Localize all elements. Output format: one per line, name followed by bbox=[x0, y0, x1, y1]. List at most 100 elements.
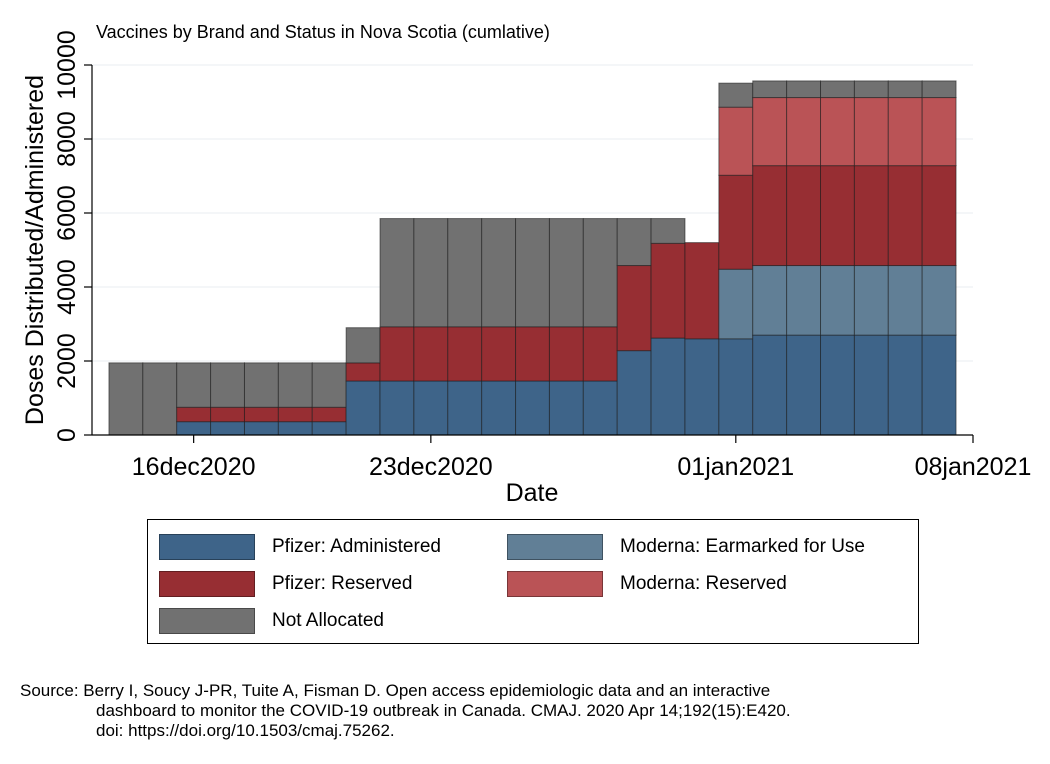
bar-segment bbox=[379, 326, 415, 382]
source-note-line: doi: https://doi.org/10.1503/cmaj.75262. bbox=[96, 721, 395, 740]
bar-segment bbox=[481, 380, 517, 436]
bars bbox=[108, 80, 957, 436]
legend-swatch bbox=[159, 534, 255, 560]
bar-segment bbox=[142, 362, 178, 436]
x-tick-label: 08jan2021 bbox=[915, 453, 1032, 481]
bar-segment bbox=[752, 165, 788, 267]
x-axis-title: Date bbox=[506, 479, 559, 507]
bar-segment bbox=[786, 165, 822, 267]
bar-segment bbox=[176, 406, 212, 423]
bar-segment bbox=[921, 265, 957, 336]
bar-segment bbox=[379, 380, 415, 436]
bar-segment bbox=[345, 380, 381, 436]
legend: Pfizer: Administered Moderna: Earmarked … bbox=[147, 519, 919, 644]
bar-segment bbox=[243, 421, 279, 436]
bar-segment bbox=[582, 326, 618, 382]
bar-segment bbox=[820, 265, 855, 336]
legend-swatch bbox=[507, 534, 603, 560]
source-note-line: Source: Berry I, Soucy J-PR, Tuite A, Fi… bbox=[20, 681, 771, 700]
bar-segment bbox=[243, 406, 279, 423]
bar-segment bbox=[345, 327, 381, 364]
bar-segment bbox=[921, 80, 957, 99]
bar-segment bbox=[718, 338, 754, 436]
legend-label: Moderna: Reserved bbox=[620, 573, 787, 594]
bar-segment bbox=[921, 334, 957, 436]
bar-segment bbox=[786, 334, 822, 436]
legend-swatch bbox=[159, 571, 255, 597]
bar-segment bbox=[582, 218, 618, 328]
bar-segment bbox=[718, 106, 754, 176]
bar-segment bbox=[820, 80, 855, 99]
legend-label: Not Allocated bbox=[272, 610, 384, 631]
bar-segment bbox=[752, 334, 788, 436]
bar-segment bbox=[447, 326, 483, 382]
bar-segment bbox=[277, 406, 313, 423]
bar-segment bbox=[413, 380, 449, 436]
y-axis-title: Doses Distributed/Administered bbox=[21, 75, 49, 425]
bar-segment bbox=[210, 406, 245, 423]
bar-segment bbox=[311, 406, 347, 423]
bar-segment bbox=[718, 174, 754, 270]
bar-segment bbox=[447, 380, 483, 436]
bar-segment bbox=[786, 265, 822, 336]
bar-segment bbox=[887, 334, 923, 436]
legend-item-not-allocated: Not Allocated bbox=[159, 607, 384, 635]
legend-item-moderna-earmarked: Moderna: Earmarked for Use bbox=[507, 533, 865, 561]
bar-segment bbox=[481, 326, 517, 382]
bar-segment bbox=[887, 265, 923, 336]
bar-segment bbox=[108, 362, 144, 436]
legend-swatch bbox=[507, 571, 603, 597]
x-tick-label: 16dec2020 bbox=[132, 453, 256, 481]
source-note-line: dashboard to monitor the COVID-19 outbre… bbox=[96, 701, 791, 720]
bar-segment bbox=[718, 268, 754, 340]
bar-segment bbox=[616, 265, 652, 352]
chart-title: Vaccines by Brand and Status in Nova Sco… bbox=[96, 22, 550, 42]
bar-segment bbox=[684, 242, 720, 340]
legend-swatch bbox=[159, 608, 255, 634]
bar-segment bbox=[752, 80, 788, 99]
y-tick-label: 8000 bbox=[53, 111, 81, 167]
bar-segment bbox=[650, 218, 686, 244]
bar-segment bbox=[650, 242, 686, 339]
bar-segment bbox=[921, 165, 957, 267]
bar-segment bbox=[786, 97, 822, 167]
y-tick-label: 10000 bbox=[53, 30, 81, 100]
bar-segment bbox=[447, 218, 483, 328]
bar-segment bbox=[887, 165, 923, 267]
bar-segment bbox=[379, 218, 415, 328]
legend-item-moderna-reserved: Moderna: Reserved bbox=[507, 570, 787, 598]
bar-segment bbox=[853, 265, 889, 336]
bar-segment bbox=[853, 334, 889, 436]
legend-label: Pfizer: Reserved bbox=[272, 573, 413, 594]
legend-label: Pfizer: Administered bbox=[272, 536, 441, 557]
bar-segment bbox=[887, 80, 923, 99]
bar-segment bbox=[684, 338, 720, 436]
bar-segment bbox=[718, 82, 754, 108]
bar-segment bbox=[176, 362, 212, 408]
bar-segment bbox=[243, 362, 279, 408]
bar-segment bbox=[820, 97, 855, 167]
bar-segment bbox=[515, 380, 550, 436]
bar-segment bbox=[887, 97, 923, 167]
bar-segment bbox=[515, 218, 550, 328]
y-tick-label: 2000 bbox=[53, 333, 81, 389]
bar-segment bbox=[616, 218, 652, 267]
bar-segment bbox=[786, 80, 822, 99]
bar-segment bbox=[548, 326, 584, 382]
bar-segment bbox=[752, 97, 788, 167]
bar-segment bbox=[345, 362, 381, 382]
legend-label: Moderna: Earmarked for Use bbox=[620, 536, 865, 557]
bar-segment bbox=[921, 97, 957, 167]
y-tick-label: 0 bbox=[53, 428, 81, 442]
bar-segment bbox=[311, 421, 347, 436]
bar-segment bbox=[853, 165, 889, 267]
axes: 0 2000 4000 6000 8000 10000 16dec2020 23dec2020… bbox=[53, 30, 1031, 481]
x-tick-label: 01jan2021 bbox=[677, 453, 794, 481]
x-tick-label: 23dec2020 bbox=[369, 453, 493, 481]
bar-segment bbox=[515, 326, 550, 382]
bar-segment bbox=[210, 421, 245, 436]
bar-segment bbox=[650, 337, 686, 436]
legend-item-pfizer-administered: Pfizer: Administered bbox=[159, 533, 441, 561]
bar-segment bbox=[582, 380, 618, 436]
